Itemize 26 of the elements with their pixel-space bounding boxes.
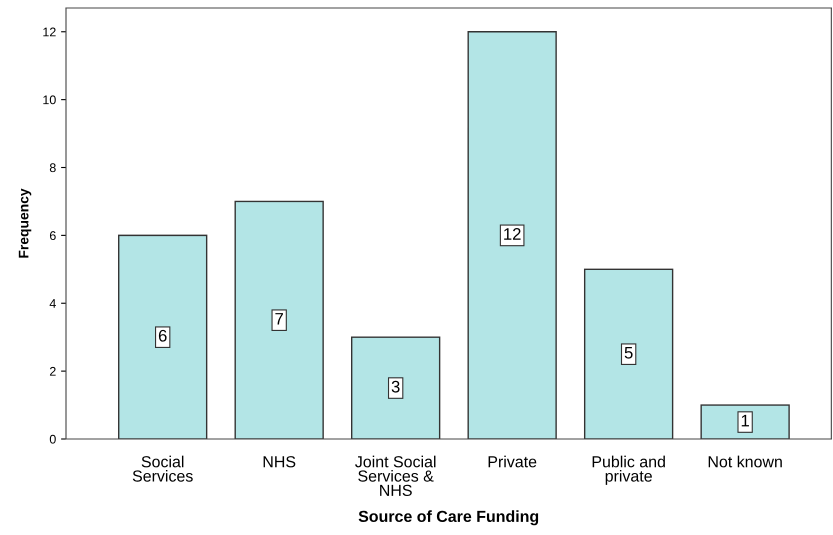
x-tick-label: NHS — [264, 456, 296, 468]
bar — [467, 31, 557, 439]
data-label: 5 — [624, 347, 633, 359]
y-axis-title: Frequency — [18, 188, 32, 258]
y-tick-label: 12 — [43, 28, 56, 36]
y-tick-label: 2 — [50, 366, 56, 376]
y-tick-label: 4 — [50, 299, 56, 308]
y-tick-label: 8 — [50, 163, 56, 172]
x-tick-label: Private — [488, 456, 536, 468]
bar — [118, 234, 208, 439]
y-tick-label: 0 — [50, 434, 56, 444]
x-tick-label: Social Services — [132, 456, 193, 482]
x-tick-label: Public and private — [592, 456, 665, 485]
data-label: 12 — [504, 228, 521, 240]
data-label: 6 — [158, 330, 167, 342]
bar — [350, 336, 440, 439]
x-tick-label: Joint Social Services & NHS — [355, 456, 436, 496]
bar — [234, 200, 324, 439]
y-tick-label: 10 — [43, 95, 56, 104]
bar — [584, 268, 674, 439]
y-tick-label: 6 — [50, 231, 56, 240]
data-label: 3 — [392, 380, 400, 393]
data-label: 1 — [742, 414, 749, 426]
x-tick-label: Not known — [708, 456, 782, 468]
x-axis-title: Source of Care Funding — [358, 510, 538, 526]
data-label: 7 — [275, 313, 283, 325]
